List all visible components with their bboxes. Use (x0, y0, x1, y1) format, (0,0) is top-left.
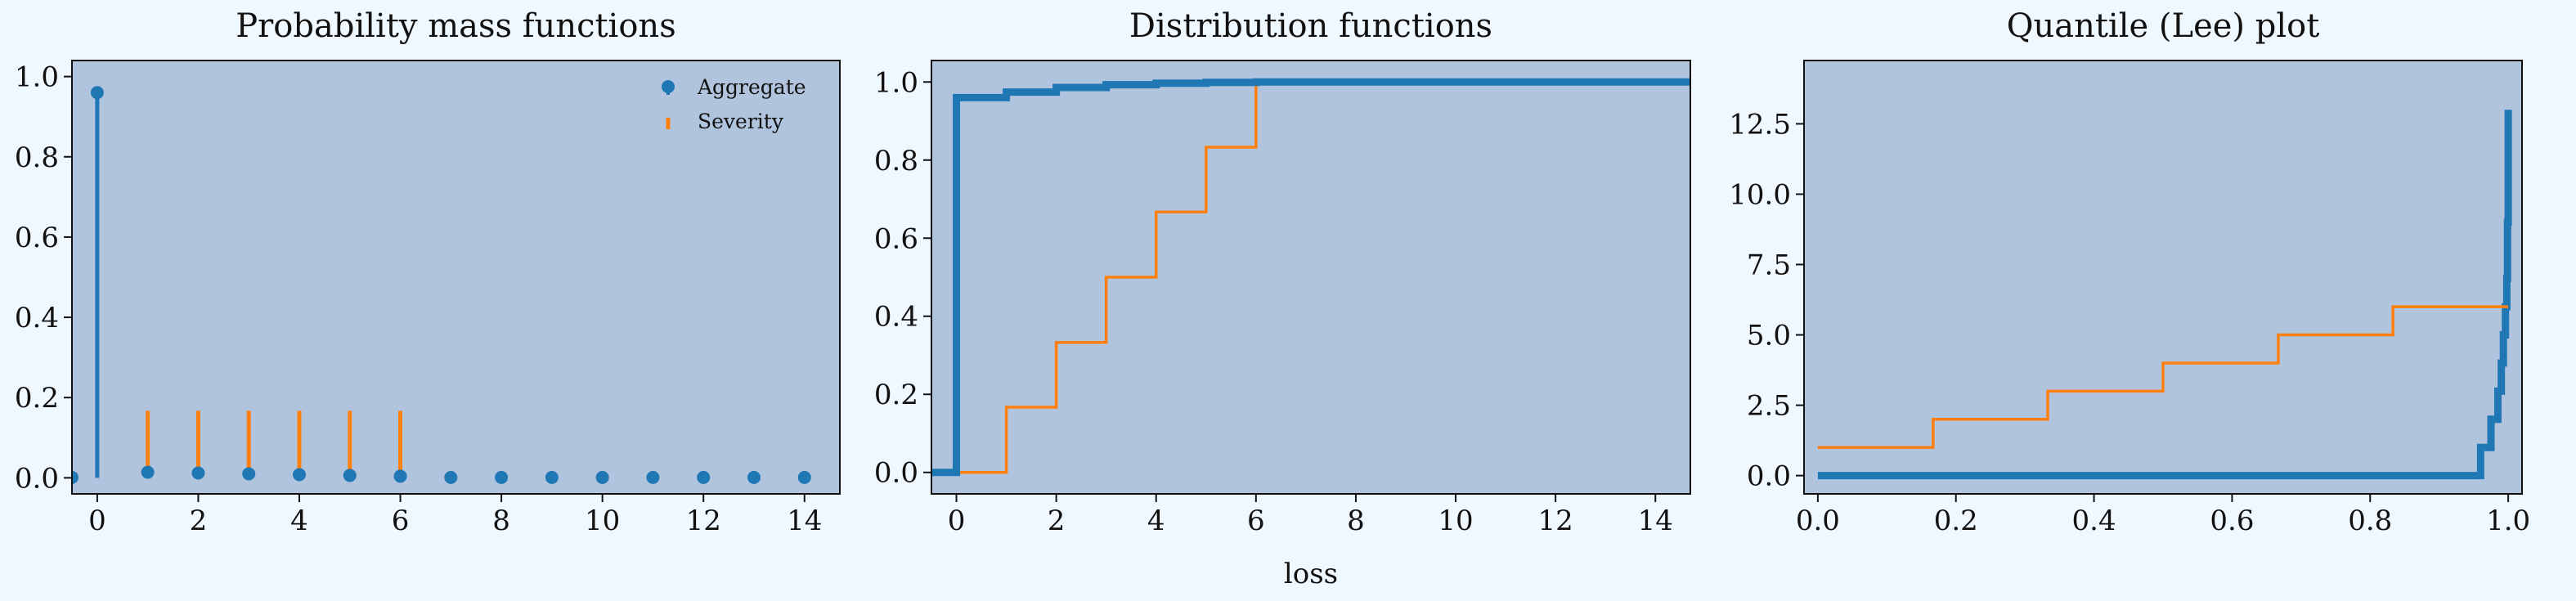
y-tick-label: 1.0 (874, 66, 918, 99)
y-tick-label: 0.4 (15, 302, 59, 334)
y-tick-label: 7.5 (1747, 249, 1791, 282)
aggregate-point (747, 470, 761, 484)
x-tick-label: 2 (190, 505, 208, 537)
x-tick-label: 4 (1147, 505, 1165, 537)
y-tick-label: 10.0 (1729, 178, 1791, 211)
figure-xlabel: loss (1284, 558, 1338, 590)
x-tick-label: 12 (686, 505, 721, 537)
y-tick-label: 0.6 (874, 222, 918, 255)
x-tick-label: 8 (1347, 505, 1365, 537)
plot-area (931, 78, 1690, 477)
y-tick-label: 0.0 (1747, 460, 1791, 493)
y-tick-label: 0.2 (15, 382, 59, 415)
aggregate-point (393, 469, 407, 483)
aggregate-line (931, 78, 1690, 477)
aggregate-point (72, 470, 79, 484)
y-tick-label: 0.0 (874, 457, 918, 490)
y-tick-label: 5.0 (1747, 320, 1791, 352)
x-tick-label: 0.0 (1796, 505, 1840, 537)
chart-title: Probability mass functions (236, 7, 675, 45)
axes-background (1804, 61, 2522, 494)
aggregate-point (444, 470, 458, 484)
x-tick-label: 0.6 (2210, 505, 2254, 537)
aggregate-point (141, 465, 155, 479)
y-tick-label: 0.8 (874, 145, 918, 177)
x-tick-label: 2 (1048, 505, 1066, 537)
panels: Probability mass functions 0 2 4 6 8 10 12 14 0.0… (15, 7, 2530, 537)
panel-2: Distribution functions 0 2 4 6 8 10 12 14 0.0 0.2 0… (874, 7, 1691, 537)
y-tick-label: 0.6 (15, 222, 59, 254)
x-tick-label: 8 (492, 505, 510, 537)
x-tick-label: 0.4 (2072, 505, 2116, 537)
legend-aggregate-label: Aggregate (697, 75, 806, 99)
chart-title: Quantile (Lee) plot (2007, 7, 2320, 45)
aggregate-line (1817, 110, 2512, 480)
aggregate-point (292, 468, 306, 482)
legend-severity-label: Severity (698, 110, 784, 133)
y-tick-label: 1.0 (15, 61, 59, 94)
x-tick-label: 0 (88, 505, 106, 537)
y-tick-label: 2.5 (1747, 390, 1791, 423)
x-tick-label: 6 (1247, 505, 1265, 537)
plot-area (72, 86, 811, 484)
chart-title: Distribution functions (1129, 7, 1492, 45)
aggregate-point (90, 86, 104, 100)
aggregate-point (697, 470, 711, 484)
x-tick-label: 14 (787, 505, 822, 537)
aggregate-point (797, 470, 811, 484)
x-tick-label: 10 (1438, 505, 1473, 537)
panel-3: Quantile (Lee) plot 0.0 0.2 0.4 0.6 0.8 1.0 0.0… (1729, 7, 2530, 537)
aggregate-point (191, 466, 205, 480)
plot-area (1817, 110, 2512, 480)
x-tick-label: 0.8 (2348, 505, 2392, 537)
x-tick-label: 1.0 (2486, 505, 2530, 537)
aggregate-point (343, 469, 357, 482)
axes-frame (1803, 60, 2523, 495)
panel-1: Probability mass functions 0 2 4 6 8 10 12 14 0.0… (15, 7, 841, 537)
x-tick-label: 4 (290, 505, 308, 537)
y-tick-label: 0.8 (15, 141, 59, 174)
y-tick-label: 0.2 (874, 379, 918, 411)
x-tick-label: 14 (1638, 505, 1673, 537)
axes-frame (931, 60, 1691, 495)
aggregate-point (242, 467, 256, 481)
axes-background (931, 61, 1690, 494)
x-tick-label: 0 (948, 505, 966, 537)
y-tick-label: 0.0 (15, 462, 59, 495)
x-tick-label: 0.2 (1934, 505, 1978, 537)
aggregate-point (646, 470, 660, 484)
x-tick-label: 12 (1538, 505, 1573, 537)
y-tick-label: 12.5 (1729, 108, 1791, 141)
y-tick-label: 0.4 (874, 301, 918, 334)
severity-line (1817, 305, 2509, 449)
aggregate-point (495, 470, 509, 484)
x-tick-label: 10 (585, 505, 620, 537)
x-tick-label: 6 (392, 505, 410, 537)
axes-frame (71, 60, 841, 495)
aggregate-point (545, 470, 559, 484)
aggregate-point (595, 470, 609, 484)
